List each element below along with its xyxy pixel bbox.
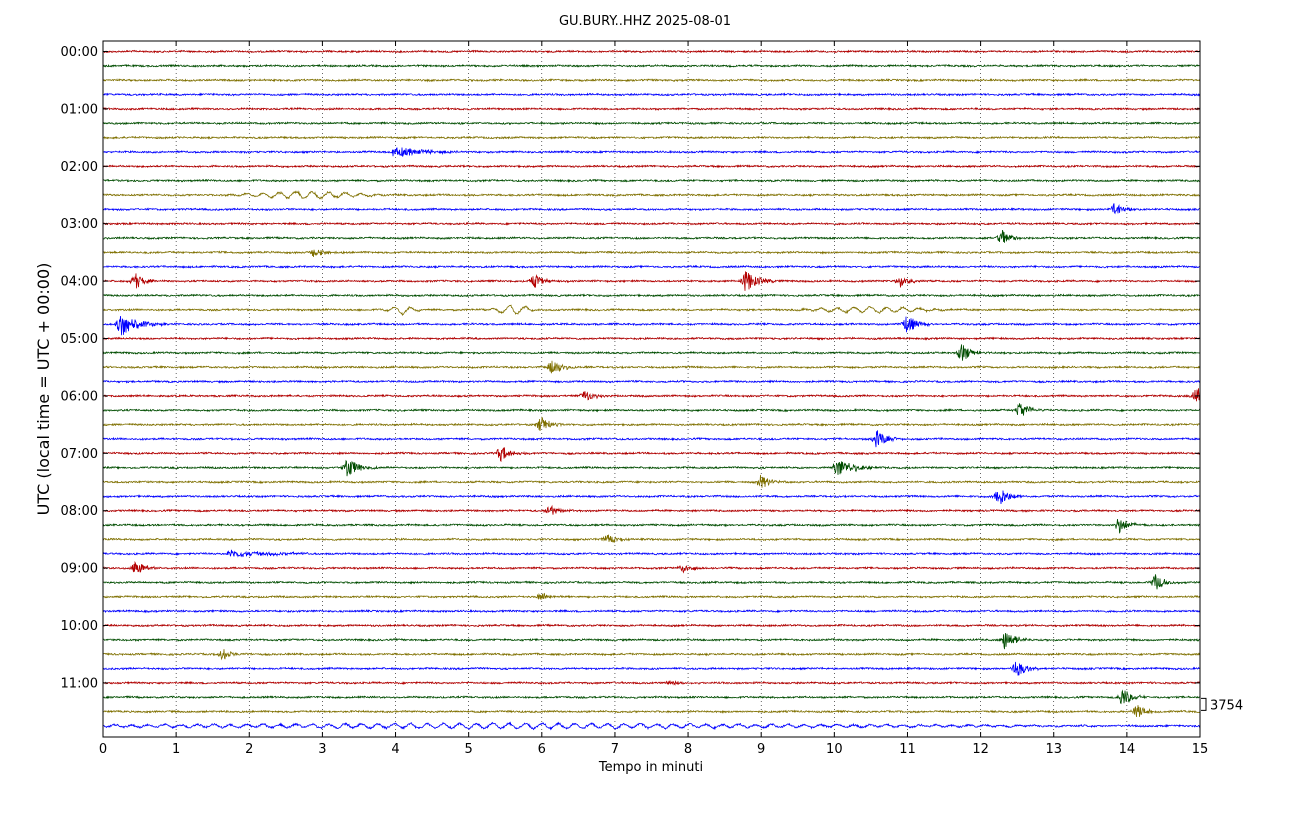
trace-line [102, 379, 1201, 384]
x-tick-label: 0 [99, 742, 107, 757]
trace-line [102, 649, 1201, 661]
trace-line [102, 534, 1201, 543]
y-tick-label: 06:00 [61, 389, 98, 404]
trace-line [102, 519, 1201, 534]
x-tick-label: 2 [245, 742, 253, 757]
trace-line [102, 229, 1201, 243]
trace-line [102, 190, 1201, 200]
y-tick-label: 11:00 [61, 676, 98, 691]
trace-line [102, 430, 1201, 448]
trace-line [102, 608, 1201, 614]
trace-line [102, 360, 1201, 374]
trace-line [102, 121, 1201, 126]
trace-line [102, 680, 1201, 686]
trace-line [102, 147, 1201, 157]
x-tick-label: 8 [684, 742, 692, 757]
x-axis-ticks: 0 1 2 3 4 5 6 7 8 9 10 11 12 13 14 15 [99, 41, 1208, 757]
trace-line [102, 135, 1201, 140]
trace-line [102, 221, 1201, 226]
y-tick-label: 01:00 [61, 102, 98, 117]
y-tick-label: 04:00 [61, 275, 98, 290]
trace-line [102, 264, 1201, 269]
trace-line [102, 78, 1201, 83]
trace-line [102, 403, 1201, 416]
trace-line [102, 293, 1201, 298]
trace-line [102, 249, 1201, 257]
y-tick-label: 05:00 [61, 332, 98, 347]
x-tick-label: 7 [611, 742, 619, 757]
trace-line [102, 549, 1201, 558]
trace-line [102, 705, 1201, 717]
trace-line [102, 623, 1201, 628]
x-axis-label: Tempo in minuti [598, 760, 703, 775]
y-tick-label: 00:00 [61, 45, 98, 60]
trace-line [102, 271, 1201, 291]
trace-line [102, 721, 1201, 731]
plot-frame [102, 40, 1201, 738]
trace-line [102, 336, 1201, 341]
x-tick-label: 12 [972, 742, 989, 757]
x-tick-label: 14 [1119, 742, 1136, 757]
x-tick-label: 11 [899, 742, 916, 757]
amplitude-scale-bar: 3754 [1201, 697, 1243, 713]
x-tick-label: 3 [318, 742, 326, 757]
trace-line [102, 560, 1201, 574]
trace-line [102, 164, 1201, 169]
grid-lines [103, 41, 1200, 737]
x-tick-label: 15 [1192, 742, 1209, 757]
trace-line [102, 459, 1201, 477]
x-tick-label: 9 [757, 742, 765, 757]
trace-line [102, 106, 1201, 112]
scale-label: 3754 [1210, 698, 1243, 713]
trace-line [102, 304, 1201, 317]
trace-line [102, 416, 1201, 432]
trace-line [102, 63, 1201, 69]
y-tick-label: 08:00 [61, 504, 98, 519]
x-tick-label: 1 [172, 742, 180, 757]
scale-bracket [1201, 697, 1207, 711]
trace-line [102, 447, 1201, 463]
y-axis-ticks: 00:00 01:00 02:00 03:00 04:00 05:00 06:00 07:00… [61, 45, 1200, 691]
trace-line [102, 592, 1201, 600]
y-tick-label: 09:00 [61, 562, 98, 577]
x-tick-label: 5 [465, 742, 473, 757]
y-tick-label: 07:00 [61, 447, 98, 462]
trace-line [102, 203, 1201, 215]
trace-line [102, 474, 1201, 488]
trace-line [102, 633, 1201, 650]
trace-line [102, 178, 1201, 183]
trace-line [102, 316, 1201, 336]
trace-line [102, 92, 1201, 97]
x-tick-label: 13 [1045, 742, 1062, 757]
y-tick-label: 03:00 [61, 217, 98, 232]
trace-line [102, 49, 1201, 54]
x-tick-label: 6 [538, 742, 546, 757]
y-tick-label: 02:00 [61, 160, 98, 175]
trace-line [102, 689, 1201, 705]
trace-line [102, 344, 1201, 361]
x-tick-label: 4 [391, 742, 399, 757]
x-tick-label: 10 [826, 742, 843, 757]
trace-line [102, 574, 1201, 590]
chart-title: GU.BURY..HHZ 2025-08-01 [559, 14, 731, 29]
trace-line [102, 388, 1201, 402]
seismic-traces [102, 49, 1201, 731]
trace-line [102, 661, 1201, 676]
y-tick-label: 10:00 [61, 619, 98, 634]
y-axis-label: UTC (local time = UTC + 00:00) [34, 263, 53, 516]
trace-line [102, 504, 1201, 515]
trace-line [102, 490, 1201, 505]
